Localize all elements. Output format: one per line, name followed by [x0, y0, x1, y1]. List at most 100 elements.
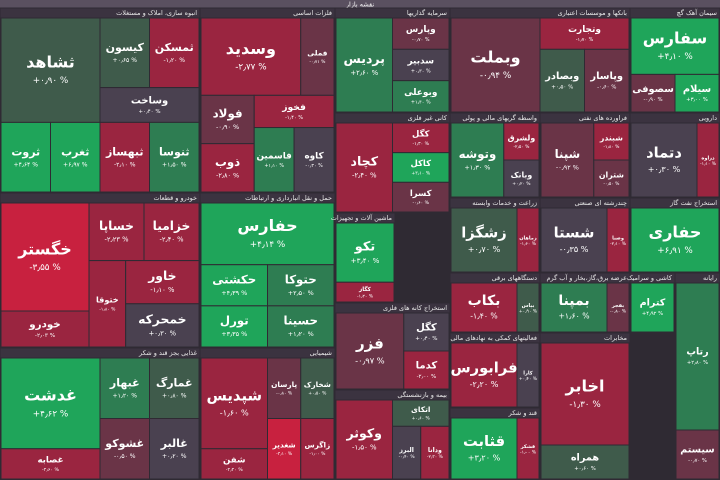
- tile-change: -۰٫۳۰ %: [305, 163, 323, 169]
- sector-label: مخابرات: [604, 334, 627, 342]
- tile-change: +۱٫۶۰ %: [558, 312, 589, 321]
- tile: [516, 342, 540, 408]
- tile: [99, 418, 150, 480]
- tile-change: +۰٫۵۰ %: [308, 391, 327, 397]
- tile-change: +۲٫۸۰ %: [687, 360, 708, 366]
- tile-change: -۲٫۶۰ %: [42, 467, 59, 473]
- tile: [450, 342, 518, 408]
- tile-name: کترام: [640, 298, 666, 309]
- tile-change: -۱٫۴۰ %: [285, 115, 303, 121]
- tile-name: کگل: [416, 320, 437, 333]
- tile-name: همراه: [571, 453, 600, 464]
- tile-change: +۲٫۶۰ %: [350, 69, 378, 77]
- tile: [149, 418, 200, 480]
- tile: [267, 264, 335, 307]
- tile: [99, 357, 150, 419]
- tile-name: کگاز: [358, 285, 372, 293]
- tile: [392, 17, 450, 50]
- tile-name: پردیس: [344, 51, 385, 66]
- tile: [300, 357, 335, 419]
- tile: [540, 342, 630, 446]
- tile: [516, 207, 540, 273]
- tile-name: سصوفی: [632, 84, 674, 95]
- sector-label: فراورده های نفتی: [579, 114, 627, 122]
- tile-name: وتوشه: [459, 147, 497, 162]
- tile-name: وبوعلی: [404, 88, 437, 98]
- tile-name: غالبر: [160, 437, 188, 450]
- tile: [335, 222, 395, 283]
- tile: [267, 305, 335, 348]
- tile: [630, 17, 720, 75]
- tile-name: زاگرس: [304, 440, 330, 449]
- tile: [335, 17, 393, 113]
- tile: [450, 17, 541, 113]
- tile-name: اخابر: [565, 376, 605, 395]
- tile-change: -۰٫۹۲ %: [556, 164, 579, 172]
- tile: [392, 425, 422, 480]
- tile-change: +۰٫۷۰ %: [468, 245, 501, 254]
- tile: [125, 260, 200, 305]
- tile-name: غبهار: [109, 376, 140, 389]
- tile-change: -۱٫۸۰ %: [603, 144, 620, 150]
- tile-change: -۱٫۷۰ %: [576, 37, 594, 43]
- tile: [392, 80, 450, 113]
- tile-name: قثابت: [463, 433, 505, 450]
- tile: [253, 94, 335, 129]
- tile-change: +۰٫۴۰ %: [138, 109, 160, 115]
- tile-name: فرابورس: [450, 359, 517, 376]
- tile: [300, 17, 335, 96]
- tile-name: شبندر: [599, 133, 623, 142]
- tile-name: ولشرق: [508, 133, 536, 142]
- tile-name: دتماد: [646, 144, 682, 161]
- tile-name: کاوه: [304, 151, 324, 161]
- tile-change: -۰٫۳۵ %: [560, 245, 589, 254]
- tile-name: زماهان: [519, 235, 537, 241]
- chart-title: نقشه بازار: [345, 1, 375, 9]
- tile-change: -۰٫۶۰ %: [412, 200, 429, 206]
- sector-label: بیمه و بازنشستگی: [397, 391, 447, 399]
- tile: [0, 121, 51, 193]
- tile-change: -۱٫۲۰ %: [163, 57, 185, 64]
- tile-name: کارا: [523, 370, 532, 376]
- tile-name: خودرو: [28, 318, 60, 330]
- tile-change: -۱٫۶۰ %: [520, 241, 537, 247]
- tile-change: -۲٫۲۰ %: [226, 467, 243, 473]
- tile-change: -۱٫۲۰ %: [357, 293, 374, 299]
- tile-change: +۳٫۰۰ %: [686, 97, 708, 103]
- sector-label: قند و شکر: [508, 409, 537, 417]
- sector-label: بانکها و موسسات اعتباری: [557, 9, 627, 17]
- tile-name: ودانا: [428, 447, 442, 454]
- tile-name: شستا: [554, 224, 595, 241]
- tile-change: -۲٫۱۰ %: [610, 241, 627, 247]
- tile-name: خساپا: [99, 219, 134, 233]
- tile: [540, 282, 608, 333]
- tile-change: -۲٫۸۰ %: [216, 172, 239, 180]
- tile-change: +۰٫۸۰ %: [162, 392, 187, 399]
- tile-change: +۱٫۱۰ %: [264, 163, 284, 169]
- tile: [99, 121, 150, 193]
- tile-change: -۱٫۰۰ %: [309, 451, 326, 457]
- tile: [593, 159, 630, 198]
- tile-change: -۲٫۱۰ %: [114, 161, 136, 168]
- tile-name: ذوب: [215, 155, 240, 170]
- tile-change: -۱٫۰۰ %: [520, 449, 537, 455]
- sector-label: خودرو و قطعات: [154, 194, 198, 202]
- tile: [0, 357, 101, 450]
- tile-change: +۰٫۳۰ %: [149, 329, 177, 337]
- tile: [200, 264, 268, 307]
- tile-change: +۴٫۶۴ %: [14, 161, 39, 168]
- sector-label: حمل و نقل انبارداری و ارتباطات: [245, 194, 332, 202]
- tile-change: -۰٫۷۰ %: [412, 37, 430, 43]
- tile-change: +۰٫۶۵ %: [113, 57, 138, 64]
- tile-name: فخوز: [281, 102, 306, 113]
- tile-name: غدشت: [24, 386, 77, 405]
- tile: [200, 143, 255, 193]
- tile-change: +۶٫۹۱ %: [657, 246, 693, 256]
- tile-name: شپنا: [555, 147, 581, 161]
- tile-name: شتران: [599, 170, 624, 179]
- tile: [450, 282, 518, 333]
- tile-change: +۳٫۲۰ %: [468, 454, 501, 463]
- sector-label: سیمان آهک گچ: [677, 8, 717, 17]
- tile-name: وتجارت: [568, 25, 601, 35]
- tile-change: +۲٫۵۰ %: [288, 289, 314, 297]
